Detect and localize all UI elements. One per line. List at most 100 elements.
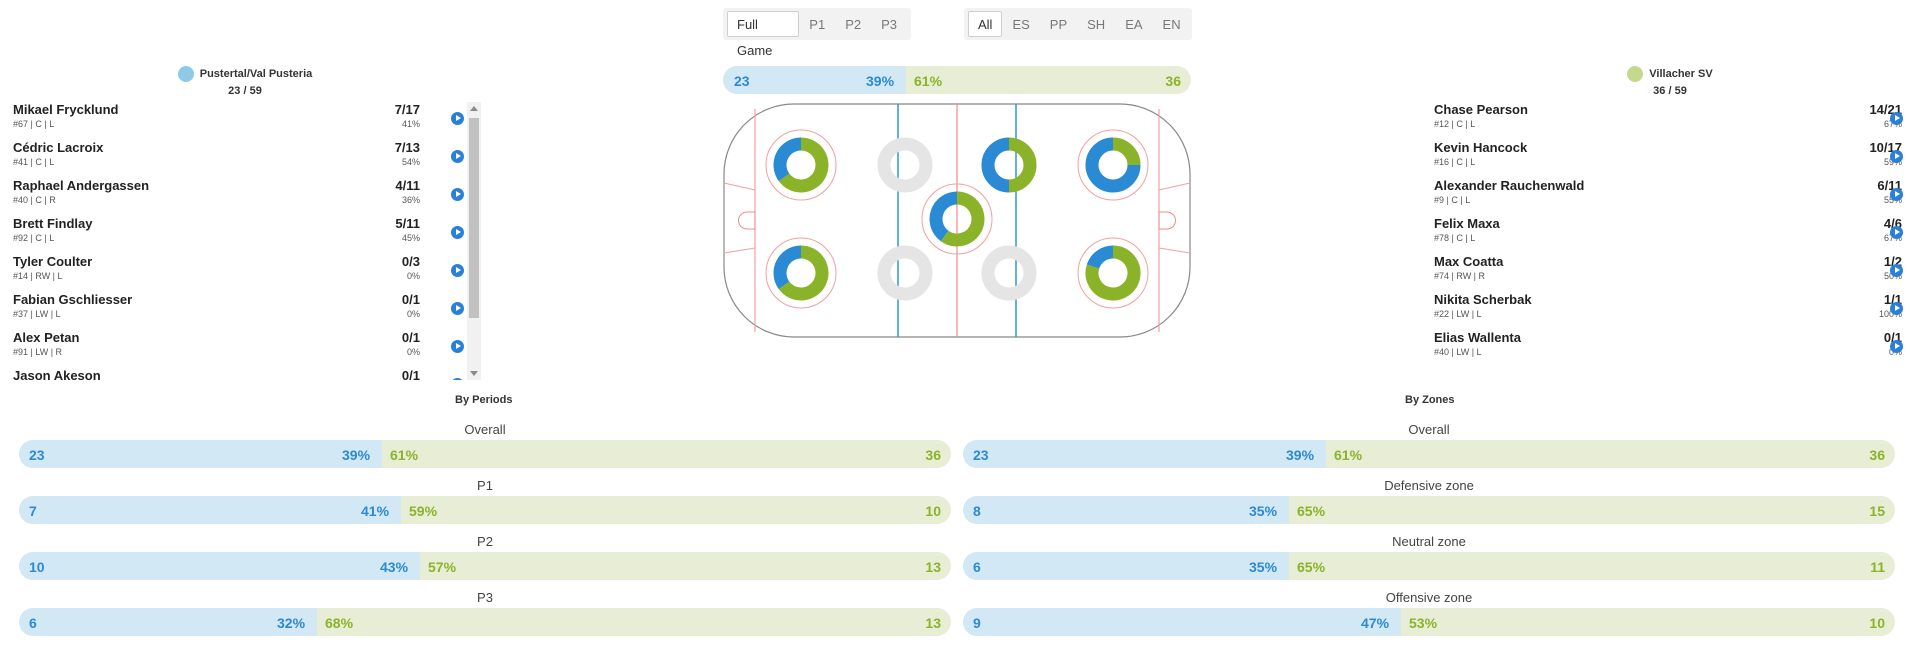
period-filter: Full Game P1 P2 P3 [723, 8, 911, 58]
by-periods-bar-home-count: 7 [29, 503, 37, 519]
away-team-color-dot [1627, 66, 1644, 82]
faceoff-donut-neutral-right-top[interactable] [981, 137, 1037, 193]
player-name: Chase Pearson [1434, 102, 1528, 117]
play-video-icon[interactable] [451, 226, 464, 239]
faceoff-donut-left-top[interactable] [773, 137, 829, 193]
period-tab-full-game[interactable]: Full Game [727, 11, 800, 58]
period-tab-p3[interactable]: P3 [881, 17, 897, 32]
player-row[interactable]: Felix Maxa#78 | C | L4/667% [1434, 216, 1904, 254]
play-video-icon[interactable] [1890, 340, 1903, 353]
scroll-up-arrow-icon[interactable] [470, 106, 478, 111]
home-player-list-scrollbar[interactable] [467, 102, 481, 380]
play-video-icon[interactable] [451, 264, 464, 277]
play-video-icon[interactable] [1890, 302, 1903, 315]
situation-tab-all[interactable]: All [968, 11, 1003, 37]
by-periods-bar-home-pct: 32% [277, 615, 306, 631]
faceoff-donut-neutral-left-bottom[interactable] [877, 245, 933, 301]
home-player-list[interactable]: Mikael Frycklund #67 | C | L 7/17 41% Cédric… [13, 102, 465, 380]
player-info: #41 | C | L [13, 157, 55, 167]
period-tab-p2[interactable]: P2 [845, 17, 862, 32]
home-team-score: 23 / 59 [228, 85, 262, 97]
player-row[interactable]: Brett Findlay #92 | C | L 5/11 45% [13, 216, 465, 254]
situation-tab-en[interactable]: EN [1162, 17, 1181, 32]
by-zones-bar-away-count: 10 [1869, 615, 1885, 631]
player-row[interactable]: Max Coatta#74 | RW | R1/250% [1434, 254, 1904, 292]
player-faceoff-pct: 0% [406, 347, 420, 357]
faceoff-donut-right-top[interactable] [1085, 137, 1141, 193]
player-info: #37 | LW | L [13, 309, 61, 319]
left-board-mark-bottom [723, 247, 756, 254]
donut-home-segment [981, 137, 1010, 193]
by-zones-bar: 6 35% 65% 11 [963, 552, 1895, 580]
player-row[interactable]: Alex Petan #91 | LW | R 0/1 0% [13, 330, 465, 368]
situation-tab-pp[interactable]: PP [1049, 17, 1068, 32]
player-row[interactable]: Jason Akeson 0/1 [13, 368, 465, 380]
player-name: Felix Maxa [1434, 216, 1500, 231]
by-periods-row-label: P3 [477, 590, 493, 605]
player-faceoff-record: 0/3 [401, 254, 420, 269]
player-row[interactable]: Cédric Lacroix #41 | C | L 7/13 54% [13, 140, 465, 178]
play-video-icon[interactable] [451, 150, 464, 163]
by-zones-bar-home-fill [963, 608, 1401, 636]
play-video-icon[interactable] [451, 188, 464, 201]
by-periods-bar-away-pct: 68% [325, 615, 354, 631]
player-row[interactable]: Chase Pearson#12 | C | L14/2167% [1434, 102, 1904, 140]
scroll-thumb[interactable] [469, 118, 479, 318]
by-zones-bar: 23 39% 61% 36 [963, 440, 1895, 468]
period-tabs: Full Game P1 P2 P3 [727, 11, 907, 58]
by-zones-row-label: Defensive zone [1384, 478, 1474, 493]
faceoff-donut-left-bottom[interactable] [773, 245, 829, 301]
player-row[interactable]: Fabian Gschliesser #37 | LW | L 0/1 0% [13, 292, 465, 330]
player-name: Brett Findlay [13, 216, 93, 231]
player-info: #9 | C | L [1434, 195, 1471, 205]
play-video-icon[interactable] [1890, 150, 1903, 163]
play-video-icon[interactable] [1890, 112, 1903, 125]
play-video-icon[interactable] [451, 340, 464, 353]
player-row[interactable]: Alexander Rauchenwald#9 | C | L6/1155% [1434, 178, 1904, 216]
right-board-mark-top [1158, 182, 1191, 191]
by-periods-bar-away-pct: 57% [428, 559, 457, 575]
player-row[interactable]: Raphael Andergassen #40 | C | R 4/11 36% [13, 178, 465, 216]
donut-away-segment [778, 245, 829, 301]
player-name: Tyler Coulter [13, 254, 93, 269]
situation-tab-sh[interactable]: SH [1087, 17, 1106, 32]
play-video-icon[interactable] [451, 302, 464, 315]
faceoff-circle [1077, 129, 1149, 201]
player-info: #22 | LW | L [1434, 309, 1482, 319]
situation-tab-ea[interactable]: EA [1125, 17, 1143, 32]
player-row[interactable]: Elias Wallenta#40 | LW | L0/10% [1434, 330, 1904, 368]
period-tab-p1[interactable]: P1 [809, 17, 826, 32]
player-row[interactable]: Nikita Scherbak #22 | LW | L 1/1 100% [1434, 292, 1904, 330]
faceoff-donut-neutral-right-bottom[interactable] [981, 245, 1037, 301]
player-info: #74 | RW | R [1434, 271, 1486, 281]
by-periods-bar: 7 41% 59% 10 [19, 496, 951, 524]
player-row[interactable]: Mikael Frycklund #67 | C | L 7/17 41% [13, 102, 465, 140]
by-zones-bar-away-pct: 65% [1297, 559, 1326, 575]
play-video-icon[interactable] [451, 378, 464, 380]
by-zones-bar-home-pct: 35% [1249, 559, 1278, 575]
faceoff-donut-center[interactable] [929, 191, 985, 247]
scroll-down-arrow-icon[interactable] [470, 371, 478, 376]
player-info: #12 | C | L [1434, 119, 1476, 129]
by-periods-bar-home-count: 6 [29, 615, 37, 631]
donut-away-segment [940, 191, 985, 247]
player-info: #91 | LW | R [13, 347, 63, 357]
player-row[interactable]: Kevin Hancock#16 | C | L10/1759% [1434, 140, 1904, 178]
player-info: #67 | C | L [13, 119, 55, 129]
away-player-list[interactable]: Chase Pearson#12 | C | L14/2167%Kevin Ha… [1434, 102, 1904, 380]
play-video-icon[interactable] [1890, 264, 1903, 277]
by-periods-bar-away-count: 13 [925, 615, 941, 631]
play-video-icon[interactable] [1890, 226, 1903, 239]
player-faceoff-pct: 0% [406, 271, 420, 281]
by-zones-bar-home-count: 9 [973, 615, 981, 631]
faceoff-circle [1077, 237, 1149, 309]
player-name: Alexander Rauchenwald [1434, 178, 1585, 193]
faceoff-donut-right-bottom[interactable] [1085, 245, 1141, 301]
situation-tab-es[interactable]: ES [1012, 17, 1030, 32]
faceoff-donut-neutral-left-top[interactable] [877, 137, 933, 193]
play-video-icon[interactable] [1890, 188, 1903, 201]
play-video-icon[interactable] [451, 112, 464, 125]
by-zones-row-label: Offensive zone [1385, 590, 1473, 605]
player-row[interactable]: Tyler Coulter #14 | RW | L 0/3 0% [13, 254, 465, 292]
by-periods-bar-away-count: 10 [925, 503, 941, 519]
